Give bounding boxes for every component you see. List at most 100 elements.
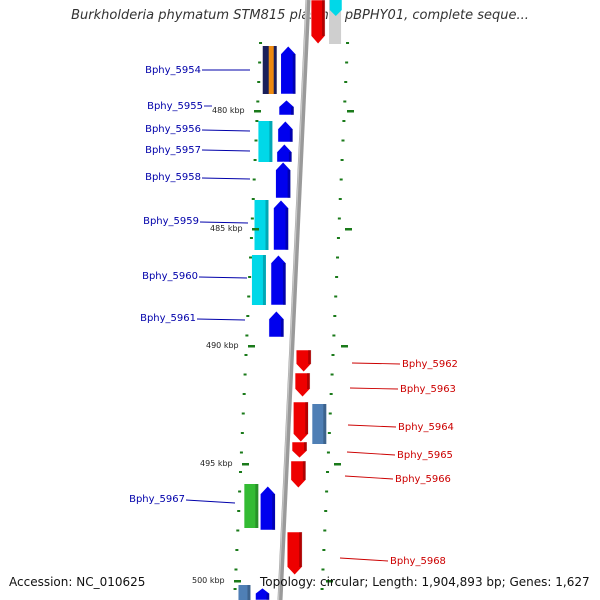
forward-gene-arrow-bottom — [255, 587, 270, 600]
major-tick — [254, 110, 261, 113]
minor-tick — [239, 451, 243, 454]
forward-gene-arrow-body — [280, 45, 297, 95]
reverse-gene-arrow — [294, 372, 311, 398]
minor-tick — [346, 42, 350, 44]
green-feature-shade — [255, 484, 259, 528]
minor-tick — [337, 217, 341, 220]
steel-feature-bottom — [238, 585, 251, 600]
minor-tick — [238, 490, 242, 493]
minor-tick — [240, 432, 244, 434]
steel-feature-bottom-shade — [247, 585, 251, 600]
gene-label-reverse-leader — [347, 424, 397, 428]
scale-labels: 480 kbp 485 kbp 490 kbp 495 kbp 500 kbp — [192, 106, 354, 585]
scale-label: 495 kbp — [200, 459, 233, 468]
minor-tick — [343, 100, 347, 103]
gene-label-forward-leader — [201, 149, 251, 152]
major-tick — [248, 345, 255, 348]
forward-gene-arrow-body — [268, 310, 285, 338]
reverse-gene-arrow-shade — [302, 461, 306, 480]
scale-label: 500 kbp — [192, 576, 225, 585]
major-tick — [341, 345, 348, 348]
minor-tick — [249, 256, 253, 259]
reverse-gene-arrow-top-body — [310, 0, 326, 45]
minor-tick — [255, 120, 259, 122]
reverse-gene-arrow-top-shade — [322, 0, 326, 36]
forward-gene-arrow-shade — [282, 263, 286, 305]
gene-label-forward-leader — [201, 177, 251, 180]
gene-label-forward-leader — [198, 276, 248, 279]
gene-label-reverse-leader — [344, 475, 394, 480]
minor-tick — [249, 237, 253, 239]
reverse-gene-arrow-body — [295, 349, 312, 373]
forward-gene-arrow-shade — [292, 54, 296, 94]
minor-tick — [236, 529, 240, 532]
minor-tick — [340, 159, 344, 161]
minor-tick — [258, 61, 262, 64]
minor-tick — [251, 198, 255, 200]
major-tick — [345, 228, 352, 231]
minor-tick — [248, 276, 252, 278]
minor-tick — [243, 373, 247, 376]
forward-gene-arrow-body — [277, 120, 294, 143]
major-tick — [347, 110, 354, 113]
map-title: Burkholderia phymatum STM815 plasmid pBP… — [71, 8, 529, 23]
reverse-gene-arrow-shade — [308, 350, 312, 364]
minor-tick — [323, 529, 327, 532]
forward-gene-arrow-shade — [285, 208, 289, 250]
minor-tick — [250, 217, 254, 220]
reverse-gene-arrow — [293, 401, 309, 443]
minor-tick — [327, 432, 331, 434]
minor-tick — [246, 315, 250, 317]
minor-tick — [335, 276, 339, 278]
cyan-feature-shade — [265, 200, 269, 250]
gene-label-forward-leader — [201, 129, 251, 132]
gene-label-forward: Bphy_5956 — [145, 124, 201, 135]
minor-tick — [331, 354, 335, 356]
reverse-gene-arrow-body — [290, 460, 307, 489]
minor-tick — [234, 568, 238, 571]
gene-label-reverse-leader — [339, 557, 389, 562]
minor-tick — [330, 373, 334, 376]
gene-label-reverse: Bphy_5966 — [395, 474, 451, 485]
major-tick — [252, 228, 259, 231]
minor-tick — [254, 139, 258, 142]
reverse-gene-arrow-body — [291, 441, 308, 459]
forward-gene-arrow-shade — [288, 152, 292, 162]
cyan-feature — [254, 200, 269, 250]
gene-label-reverse-leader — [349, 387, 399, 390]
minor-tick — [329, 393, 333, 395]
forward-gene-arrow-body — [273, 199, 289, 251]
minor-tick — [321, 568, 325, 571]
backbone-line — [277, 0, 311, 600]
scale-label: 480 kbp — [212, 106, 245, 115]
reverse-gene-arrow-shade — [307, 373, 311, 389]
gene-label-reverse: Bphy_5965 — [397, 450, 453, 461]
reverse-gene-arrow-shade — [304, 442, 307, 451]
gene-label-reverse-leader — [346, 451, 396, 456]
forward-gene-arrow-body — [275, 161, 291, 199]
backbone-highlight — [277, 0, 308, 600]
forward-gene-arrow-body — [259, 485, 276, 531]
steel-feature-shade — [323, 404, 327, 444]
major-tick — [242, 463, 249, 466]
forward-gene-arrow-bottom-body — [255, 587, 270, 600]
minor-tick — [325, 490, 329, 493]
minor-tick — [322, 549, 326, 551]
minor-tick — [259, 42, 263, 44]
minor-tick — [332, 334, 336, 337]
gene-label-reverse-leader — [351, 362, 401, 365]
reverse-gene-arrow — [295, 349, 312, 373]
gene-label-forward: Bphy_5958 — [145, 172, 201, 183]
forward-gene-arrow-shade — [287, 170, 291, 198]
gene-label-forward-leader — [199, 221, 249, 224]
forward-gene-arrow — [268, 310, 285, 338]
forward-gene-arrow-body — [278, 99, 295, 116]
feature-blocks — [238, 46, 327, 600]
forward-gene-arrow-bottom-shade — [266, 593, 270, 600]
minor-tick — [333, 315, 337, 317]
gene-label-reverse: Bphy_5963 — [400, 384, 456, 395]
steel-feature — [312, 404, 327, 444]
gene-label-forward: Bphy_5957 — [145, 145, 201, 156]
gene-label-forward: Bphy_5954 — [145, 65, 201, 76]
forward-gene-arrow — [270, 254, 287, 306]
